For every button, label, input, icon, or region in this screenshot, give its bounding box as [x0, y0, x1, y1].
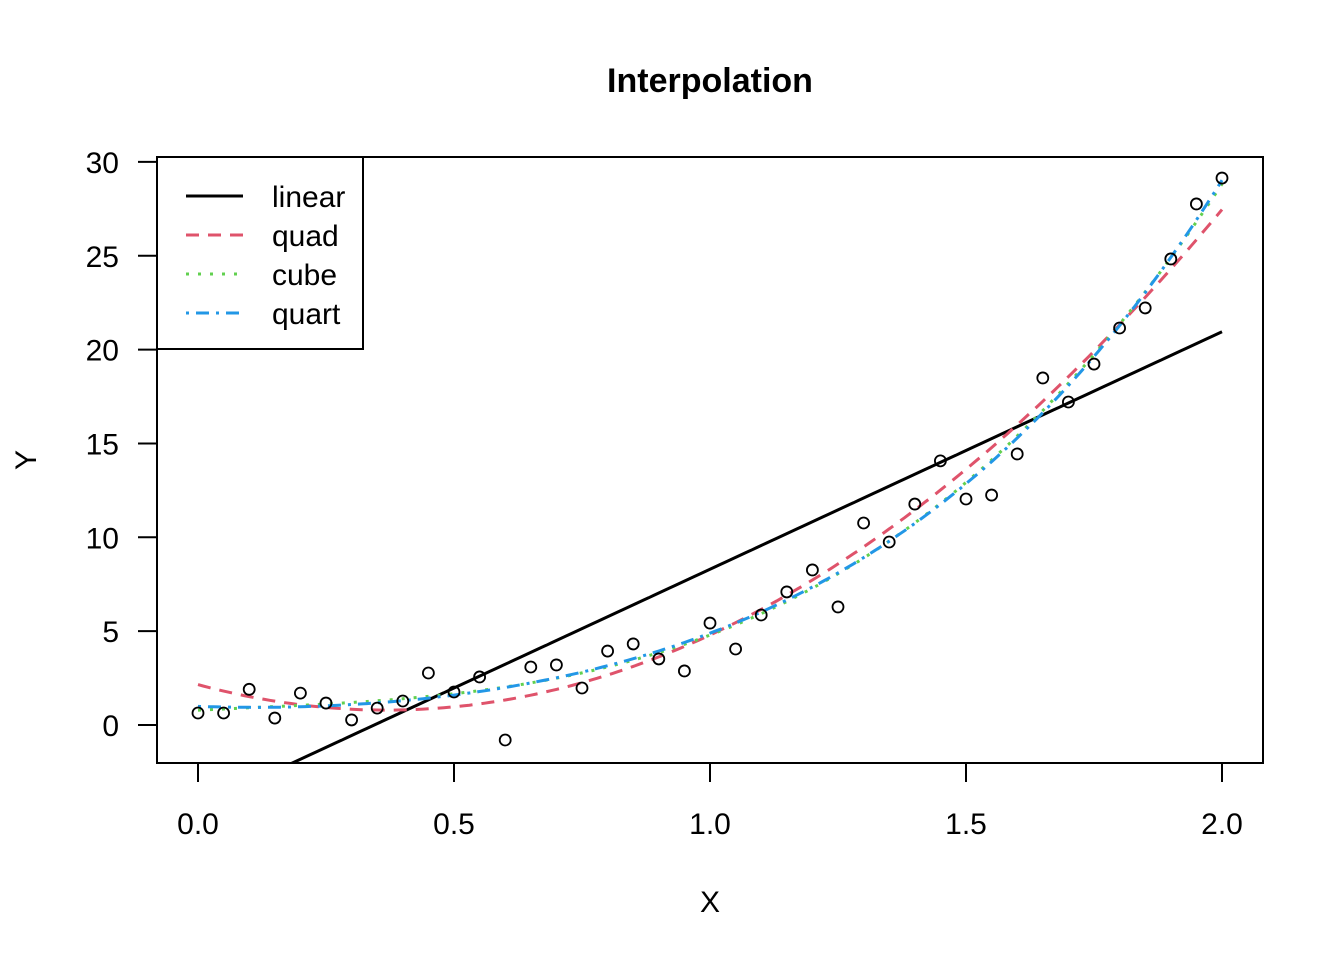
- y-tick-label: 30: [86, 147, 119, 180]
- data-point: [882, 535, 896, 549]
- data-point: [985, 488, 998, 502]
- y-axis: 0 5 10 15 20 25 30: [86, 147, 158, 743]
- data-point: [908, 497, 922, 511]
- data-point: [1138, 301, 1152, 315]
- data-point: [242, 682, 256, 696]
- y-axis-label: Y: [10, 450, 43, 470]
- data-point: [370, 701, 384, 715]
- fit-line-cube: [197, 183, 1224, 712]
- data-point: [806, 563, 819, 577]
- y-tick-label: 15: [86, 428, 119, 461]
- data-point: [1087, 357, 1101, 371]
- x-tick-label: 2.0: [1201, 808, 1243, 841]
- fit-line-linear: [288, 330, 1223, 763]
- x-tick-label: 1.5: [945, 808, 987, 841]
- data-point: [550, 658, 563, 672]
- legend: linear quad cube quart: [156, 156, 364, 350]
- y-tick-label: 0: [102, 710, 119, 743]
- y-tick-label: 25: [86, 241, 119, 274]
- y-tick-label: 20: [86, 335, 119, 368]
- data-point: [729, 642, 742, 656]
- y-tick-label: 10: [86, 522, 119, 555]
- data-point: [703, 616, 717, 630]
- plot-frame: [156, 156, 1264, 764]
- x-tick-label: 0.0: [177, 808, 219, 841]
- data-point: [831, 600, 845, 614]
- data-point: [1036, 371, 1050, 385]
- data-point: [421, 666, 435, 680]
- data-point: [396, 694, 410, 708]
- data-point: [575, 681, 589, 695]
- y-tick-label: 5: [102, 616, 119, 649]
- data-point: [1113, 321, 1126, 335]
- data-point: [473, 670, 487, 684]
- data-point: [191, 706, 205, 720]
- data-point: [626, 637, 640, 651]
- data-point: [447, 685, 461, 699]
- data-point: [319, 696, 333, 710]
- x-axis-label: X: [700, 886, 720, 919]
- data-point: [268, 711, 282, 725]
- data-point: [1190, 197, 1203, 211]
- data-point: [652, 652, 666, 666]
- data-point: [217, 706, 231, 720]
- data-point: [498, 733, 512, 747]
- data-point: [678, 664, 691, 678]
- data-point: [601, 644, 614, 658]
- chart-title: Interpolation: [607, 62, 813, 100]
- data-point: [1010, 447, 1024, 461]
- data-point: [1215, 171, 1229, 185]
- legend-label-quart: quart: [272, 298, 341, 331]
- data-point: [1164, 252, 1178, 266]
- legend-label-linear: linear: [272, 181, 345, 214]
- x-tick-label: 0.5: [433, 808, 475, 841]
- legend-box: [156, 156, 364, 350]
- data-point: [345, 713, 359, 727]
- legend-label-quad: quad: [272, 220, 339, 253]
- x-axis: 0.0 0.5 1.0 1.5 2.0: [177, 762, 1243, 841]
- data-point: [959, 492, 973, 506]
- fit-curves: [197, 179, 1224, 763]
- data-point: [1062, 395, 1075, 409]
- data-point: [857, 516, 870, 530]
- data-point: [780, 585, 794, 599]
- data-point: [754, 608, 768, 622]
- fit-line-quart: [197, 179, 1224, 709]
- data-point: [293, 686, 307, 700]
- data-point: [934, 454, 947, 468]
- data-point: [524, 660, 538, 674]
- x-tick-label: 1.0: [689, 808, 731, 841]
- legend-label-cube: cube: [272, 259, 337, 292]
- data-points: [191, 171, 1229, 747]
